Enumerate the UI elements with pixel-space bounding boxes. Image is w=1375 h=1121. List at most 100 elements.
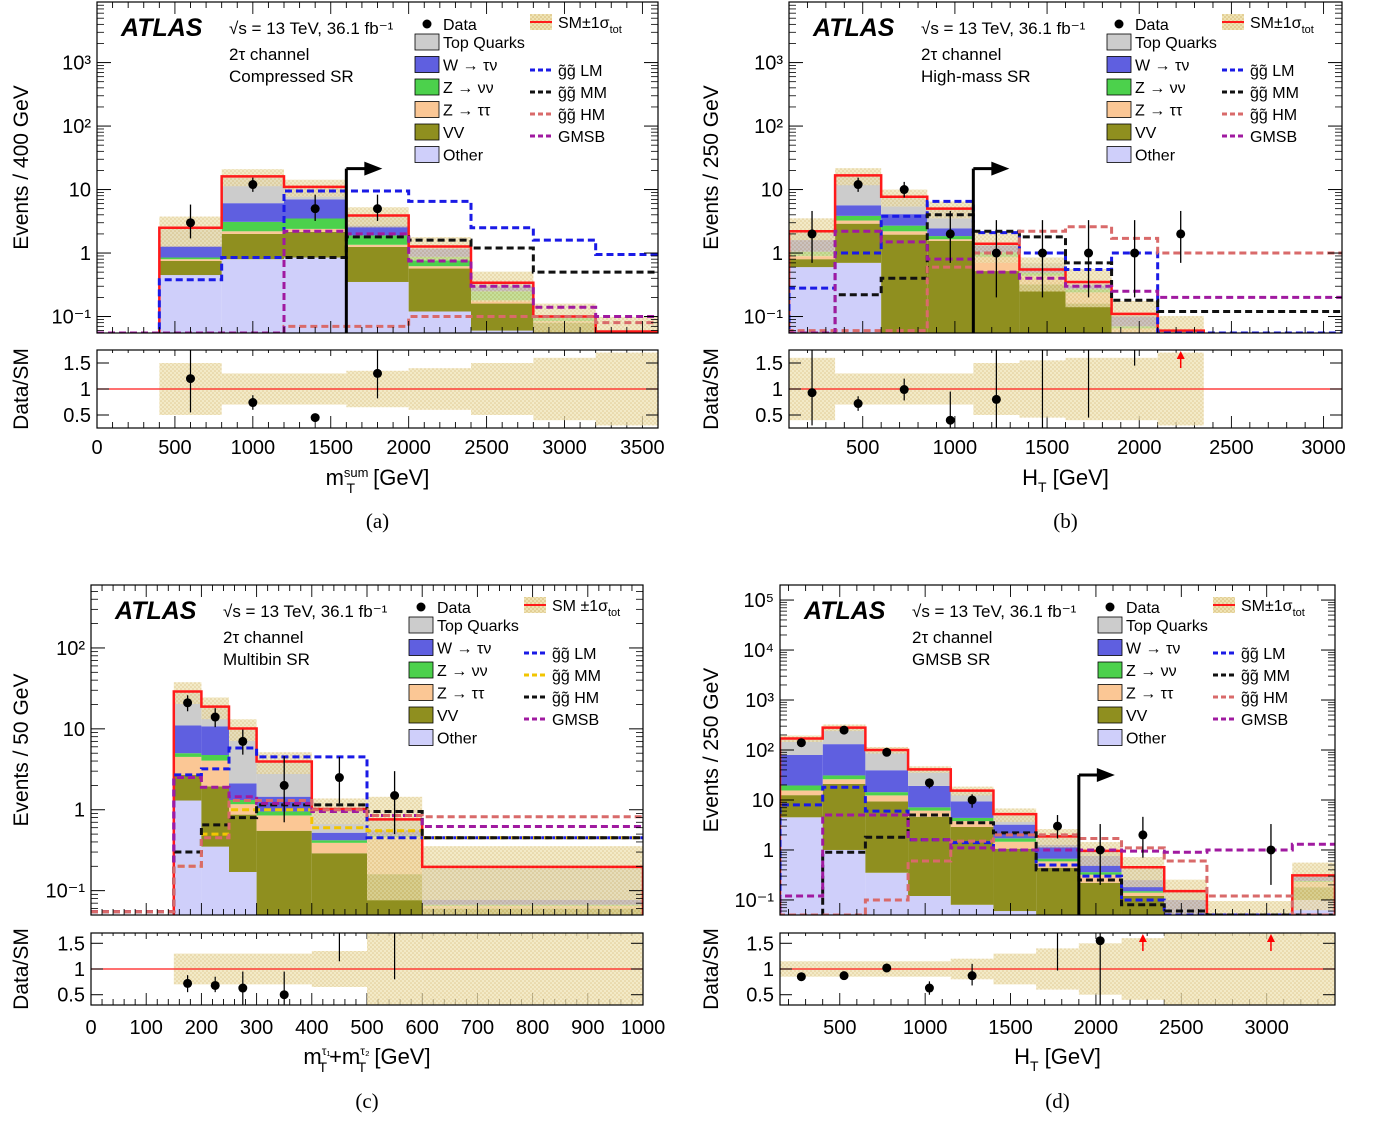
legend-stack-label: W → τν: [1135, 58, 1189, 75]
ratio-area-a: [97, 350, 658, 426]
y-tick-label: 10²: [62, 116, 91, 138]
plot-area-b: [789, 168, 1342, 333]
stack-bar-vv: [993, 848, 1037, 912]
signal-line-hm: [91, 799, 643, 914]
stack-bar-vv: [284, 231, 347, 258]
data-point: [839, 725, 849, 735]
data-point: [796, 738, 806, 748]
stack-bar-ztt: [159, 259, 222, 261]
stack-bar-vv: [221, 233, 284, 260]
signal-line-hm: [789, 225, 1342, 333]
ratio-point: [186, 374, 195, 384]
ratio-y-tick-label: 0.5: [57, 985, 85, 1007]
legend-stack-label: VV: [443, 125, 465, 142]
ratio-y-tick-label: 0.5: [63, 405, 91, 427]
x-tick-label: 2000: [1117, 437, 1162, 459]
stack-bar-other: [221, 259, 284, 333]
legend-band-part: tot: [1293, 607, 1305, 619]
y-tick-label: 10: [761, 180, 783, 202]
stack-bar-vv: [173, 774, 202, 801]
ratio-point: [796, 972, 806, 982]
region-label: GMSB SR: [912, 650, 990, 669]
stack-bar-ztt: [408, 266, 471, 269]
legend-stack-label: Z → ττ: [1126, 686, 1174, 703]
legend-swatch-other: [408, 729, 434, 746]
signal-line-lm: [789, 199, 1342, 333]
legend-signal-label: g̃g̃ LM: [552, 646, 596, 663]
legend-stack-label: Other: [437, 731, 478, 748]
data-point: [183, 698, 193, 708]
x-label-part: T: [1030, 1058, 1039, 1074]
stack-bar-ztt: [256, 815, 312, 831]
data-point: [334, 773, 344, 783]
y-tick-label: 1: [763, 840, 774, 862]
x-label-part: [GeV]: [1039, 1044, 1101, 1069]
legend-stack-label: W → τν: [443, 58, 497, 75]
legend-band-label: SM±1σtot: [1250, 15, 1314, 36]
legend-swatch-wtn: [414, 56, 440, 73]
x-tick-label: 1000: [933, 437, 978, 459]
x-tick-label: 1500: [1025, 437, 1070, 459]
x-label-part: T: [358, 1059, 367, 1075]
legend-swatch-wtn: [1106, 56, 1132, 73]
stack-bar-other: [284, 257, 347, 333]
x-tick-label: 300: [240, 1017, 273, 1039]
legend-swatch-vv: [414, 123, 440, 141]
stack-bar-vv: [822, 783, 866, 850]
legend-data-label: Data: [443, 17, 477, 34]
x-label-part: T: [319, 1059, 328, 1075]
ratio-point: [279, 990, 289, 1000]
stack-bar-other: [346, 281, 409, 333]
stack-bar-znn: [993, 838, 1037, 842]
x-tick-label: 2000: [1074, 1017, 1119, 1039]
ratio-y-tick-label: 1.5: [57, 933, 85, 955]
legend-signal-label: g̃g̃ MM: [1241, 668, 1290, 685]
legend-data-marker: [1105, 602, 1115, 612]
legend-stack-label: Z → ττ: [1135, 103, 1183, 120]
legend-signal-label: g̃g̃ LM: [558, 63, 602, 80]
y-tick-label: 1: [80, 243, 91, 265]
legend-stack-label: Other: [1135, 148, 1176, 165]
ratio-y-tick-label: 1.5: [746, 933, 774, 955]
ratio-y-tick-label: 1: [80, 379, 91, 401]
legend-swatch-other: [1097, 729, 1123, 746]
y-tick-label: 10⁻¹: [52, 307, 92, 329]
x-label-part: H: [1022, 465, 1038, 490]
x-tick-label: 200: [185, 1017, 218, 1039]
sm-total-line: [780, 726, 1335, 915]
y-tick-label: 10⁻¹: [46, 881, 86, 903]
legend-stack-label: Z → νν: [437, 663, 488, 680]
stack-bar-other: [229, 872, 257, 915]
legend-stack-label: Z → νν: [1126, 663, 1177, 680]
y-tick-label: 1: [772, 243, 783, 265]
sm-uncertainty-band: [835, 168, 882, 186]
x-tick-label: 1000: [621, 1017, 666, 1039]
legend-signal-label: g̃g̃ LM: [1250, 63, 1294, 80]
legend-band-part: SM±1σ: [1250, 15, 1302, 32]
ratio-point: [248, 398, 258, 408]
legend-swatch-ztt: [414, 101, 440, 118]
ratio-y-tick-label: 1: [74, 959, 85, 981]
legend-signal-label: g̃g̃ HM: [1250, 107, 1297, 124]
x-label-part: m: [326, 465, 344, 490]
ratio-point: [373, 368, 382, 378]
stack-bar-ztt: [865, 795, 909, 802]
channel-label: 2τ channel: [223, 628, 303, 647]
legend-stack-label: Top Quarks: [1126, 618, 1208, 635]
cut-arrow-head: [364, 161, 383, 176]
legend-signal-label: g̃g̃ LM: [1241, 646, 1285, 663]
ratio-axis-label: Data/SM: [700, 348, 723, 430]
legend-stack-label: VV: [1126, 708, 1148, 725]
stack-bar-other: [201, 846, 229, 915]
stack-bar-ztt: [1036, 861, 1079, 868]
stack-bar-vv: [789, 259, 836, 268]
ratio-point: [310, 413, 320, 423]
legend-swatch-other: [1106, 146, 1132, 163]
legend-stack-label: Other: [443, 148, 484, 165]
x-label-part: sum: [344, 465, 369, 480]
x-tick-label: 500: [158, 437, 191, 459]
data-point: [853, 180, 863, 190]
legend-data-marker: [1114, 19, 1124, 29]
sm-uncertainty-band: [173, 682, 202, 704]
